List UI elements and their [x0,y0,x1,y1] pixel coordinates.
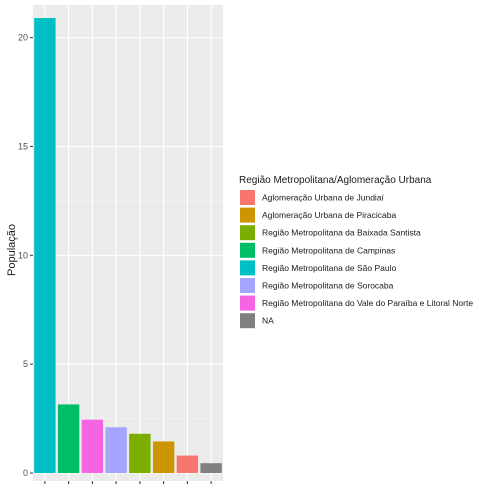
y-tick-label: 5 [23,359,28,369]
bar [34,18,56,474]
bar [57,404,80,473]
panel-background [33,5,223,481]
legend-label: Região Metropolitana de Campinas [262,245,395,255]
legend-label: Aglomeração Urbana de Jundiaí [262,193,385,203]
legend-key [240,295,255,311]
legend-key [240,242,255,258]
legend-label: Região Metropolitana da Baixada Santista [262,228,421,238]
y-axis: 0 5 10 15 20 [18,33,33,478]
bar [129,433,151,473]
legend: Aglomeração Urbana de Jundiaí Aglomeração… [240,190,473,329]
legend-label: Aglomeração Urbana de Piracicaba [262,210,396,220]
y-tick-label: 0 [23,468,28,478]
legend-title: Região Metropolitana/Aglomeração Urbana [239,175,432,186]
legend-label: Região Metropolitana de São Paulo [262,263,396,273]
legend-key [240,260,255,276]
y-tick-label: 10 [18,250,28,260]
legend-label: NA [262,316,274,326]
legend-key [240,278,255,293]
legend-key [240,207,255,223]
y-tick-label: 20 [18,33,28,43]
bar [81,419,104,473]
y-tick-label: 15 [18,141,28,151]
bar [176,455,199,473]
bars [34,18,222,474]
x-axis [44,481,212,484]
legend-key [240,313,255,329]
bar [152,441,175,473]
bar [105,427,127,473]
legend-label: Região Metropolitana de Sorocaba [262,281,394,291]
y-axis-title: População [6,224,18,276]
legend-label: Região Metropolitana do Vale do Paraíba … [262,298,473,308]
legend-key [240,190,255,205]
bar [200,463,222,473]
legend-key [240,225,255,241]
